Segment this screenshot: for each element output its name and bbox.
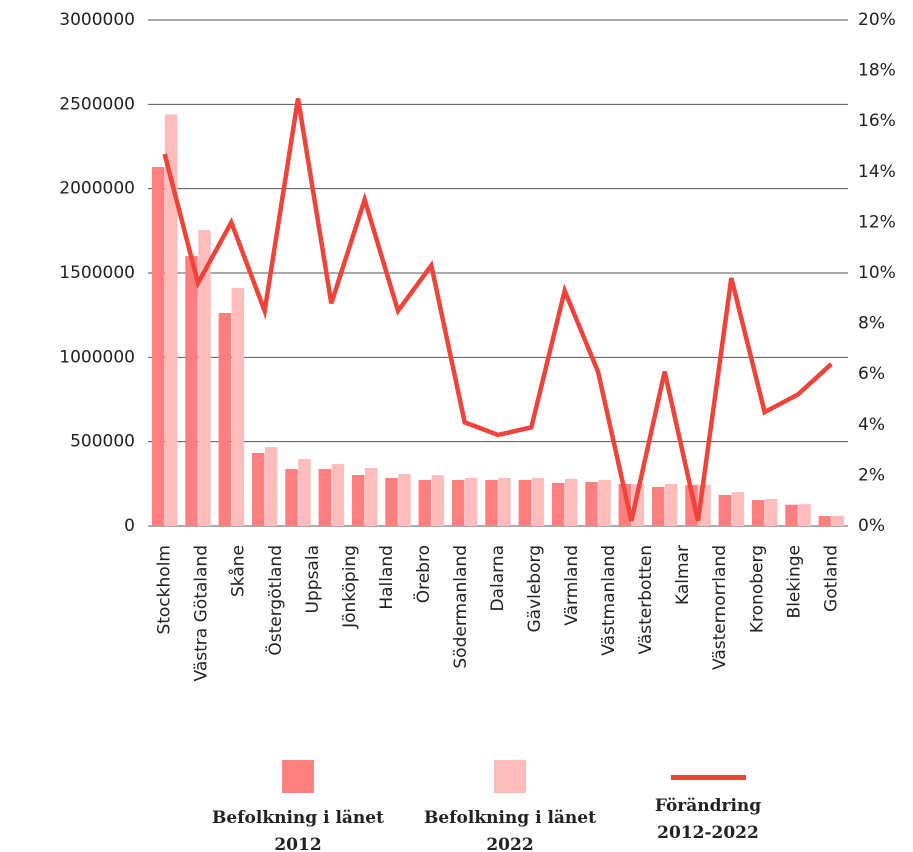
bar [451, 479, 465, 526]
y-tick-label: 1500000 [59, 263, 135, 283]
x-tick-label: Östergötland [264, 545, 286, 656]
bar [664, 484, 678, 526]
bar [218, 312, 232, 526]
legend-swatch [494, 760, 526, 793]
y2-tick-label: 20% [858, 10, 896, 30]
bar [198, 229, 211, 527]
bar [651, 487, 665, 526]
y-tick-label: 500000 [70, 432, 135, 452]
bar [585, 481, 598, 526]
y-tick-label: 3000000 [59, 10, 135, 30]
bar [485, 479, 498, 526]
y2-tick-label: 12% [858, 212, 896, 232]
x-tick-label: Uppsala [303, 545, 323, 613]
x-tick-label: Örebro [412, 545, 434, 603]
x-tick-label: Värmland [562, 545, 582, 626]
y2-tick-label: 6% [858, 364, 885, 384]
legend-item: Befolkning i länet 2012 [198, 760, 398, 852]
x-tick-label: Västernorrland [710, 545, 730, 670]
bar [785, 504, 798, 526]
bar [431, 475, 445, 526]
y2-tick-label: 2% [858, 465, 885, 485]
x-tick-label: Södermanland [451, 545, 471, 669]
legend-item: Befolkning i länet 2022 [410, 760, 610, 852]
y-tick-label: 2500000 [59, 94, 135, 114]
plot: 0 500000 1000000 1500000 2000000 2500000 30000… [59, 10, 896, 681]
y-tick-label: 2000000 [59, 179, 135, 199]
bar [518, 479, 532, 526]
x-tick-label: Stockholm [155, 545, 175, 635]
x-tick-label: Blekinge [784, 545, 804, 618]
bar [751, 500, 765, 526]
bar [798, 504, 811, 526]
y2-tick-label: 8% [858, 314, 885, 334]
bar [551, 482, 565, 526]
legend-label: Befolkning i länet 2012 [212, 808, 384, 852]
y2-tick-label: 16% [858, 111, 896, 131]
legend-item: Förändring 2012-2022 [608, 760, 808, 847]
bar [831, 515, 845, 526]
bar [764, 499, 778, 526]
bar [718, 494, 732, 526]
x-tick-label: Västerbotten [636, 545, 656, 654]
bar [151, 167, 165, 526]
legend-swatch [670, 775, 746, 780]
bar [285, 468, 298, 526]
legend-label: Befolkning i länet 2022 [424, 808, 596, 852]
x-tick-label: Kronoberg [747, 545, 767, 633]
y2-tick-label: 18% [858, 61, 896, 81]
x-tick-label: Skåne [228, 545, 249, 597]
x-tick-label: Gotland [821, 545, 841, 612]
x-tick-label: Västmanland [599, 545, 619, 656]
y2-tick-label: 14% [858, 162, 896, 182]
bar [364, 467, 378, 526]
y2-tick-label: 10% [858, 263, 896, 283]
x-tick-label: Kalmar [673, 545, 693, 605]
bar [564, 478, 578, 526]
line [162, 98, 833, 522]
bar [398, 474, 411, 526]
x-tick-label: Västra Götaland [192, 545, 212, 681]
bar [598, 479, 611, 526]
bar [318, 468, 332, 526]
x-tick-label: Gävleborg [525, 545, 545, 633]
bar [418, 479, 432, 526]
bar [385, 477, 398, 526]
bar [185, 256, 198, 526]
legend-label: Förändring 2012-2022 [654, 796, 762, 843]
bar [331, 464, 345, 526]
x-tick-label: Dalarna [488, 545, 508, 612]
x-tick-label: Jönköping [340, 545, 360, 629]
bar [731, 492, 745, 526]
y-tick-label: 1000000 [59, 347, 135, 367]
y2-tick-label: 0% [858, 516, 885, 536]
bar [251, 452, 265, 526]
bar [498, 477, 511, 526]
bar [531, 477, 545, 526]
bar [264, 447, 278, 526]
x-tick-label: Halland [377, 545, 397, 610]
bar [231, 288, 245, 526]
bar [164, 114, 178, 526]
bar [818, 516, 832, 526]
legend-swatch [282, 760, 314, 793]
bar [464, 477, 478, 526]
y2-tick-label: 4% [858, 415, 885, 435]
bar [351, 475, 365, 526]
y-tick-label: 0 [124, 516, 135, 536]
bar [298, 459, 311, 526]
